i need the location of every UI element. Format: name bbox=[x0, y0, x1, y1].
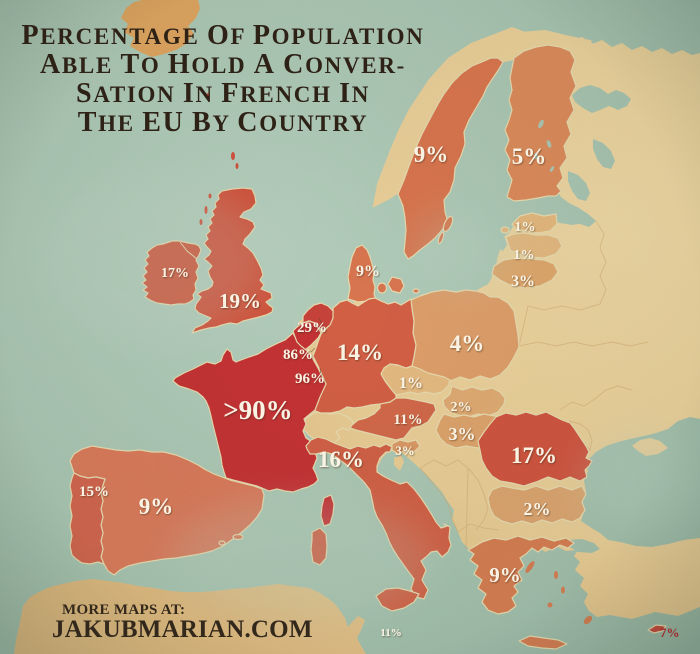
svg-text:2%: 2% bbox=[524, 499, 551, 519]
svg-text:15%: 15% bbox=[79, 484, 109, 500]
svg-text:16%: 16% bbox=[318, 447, 364, 472]
svg-text:9%: 9% bbox=[139, 494, 174, 519]
svg-text:17%: 17% bbox=[511, 443, 557, 468]
svg-text:1%: 1% bbox=[514, 248, 535, 263]
svg-text:9%: 9% bbox=[356, 263, 380, 280]
svg-text:>90%: >90% bbox=[223, 395, 292, 425]
svg-text:5%: 5% bbox=[512, 144, 547, 169]
svg-text:14%: 14% bbox=[337, 340, 383, 365]
svg-text:29%: 29% bbox=[297, 320, 327, 336]
svg-text:1%: 1% bbox=[515, 220, 536, 235]
svg-text:1%: 1% bbox=[399, 375, 423, 392]
svg-text:96%: 96% bbox=[295, 371, 325, 387]
svg-text:17%: 17% bbox=[161, 266, 189, 281]
svg-text:2%: 2% bbox=[451, 400, 472, 415]
svg-text:11%: 11% bbox=[393, 412, 422, 428]
svg-text:86%: 86% bbox=[283, 347, 313, 363]
svg-text:3%: 3% bbox=[449, 424, 476, 444]
svg-text:7%: 7% bbox=[660, 625, 680, 640]
svg-text:3%: 3% bbox=[511, 273, 535, 290]
svg-text:9%: 9% bbox=[489, 563, 521, 587]
svg-text:3%: 3% bbox=[395, 443, 415, 458]
svg-text:4%: 4% bbox=[450, 331, 485, 356]
svg-text:11%: 11% bbox=[380, 627, 401, 639]
svg-text:9%: 9% bbox=[414, 142, 449, 167]
svg-text:19%: 19% bbox=[219, 289, 261, 313]
